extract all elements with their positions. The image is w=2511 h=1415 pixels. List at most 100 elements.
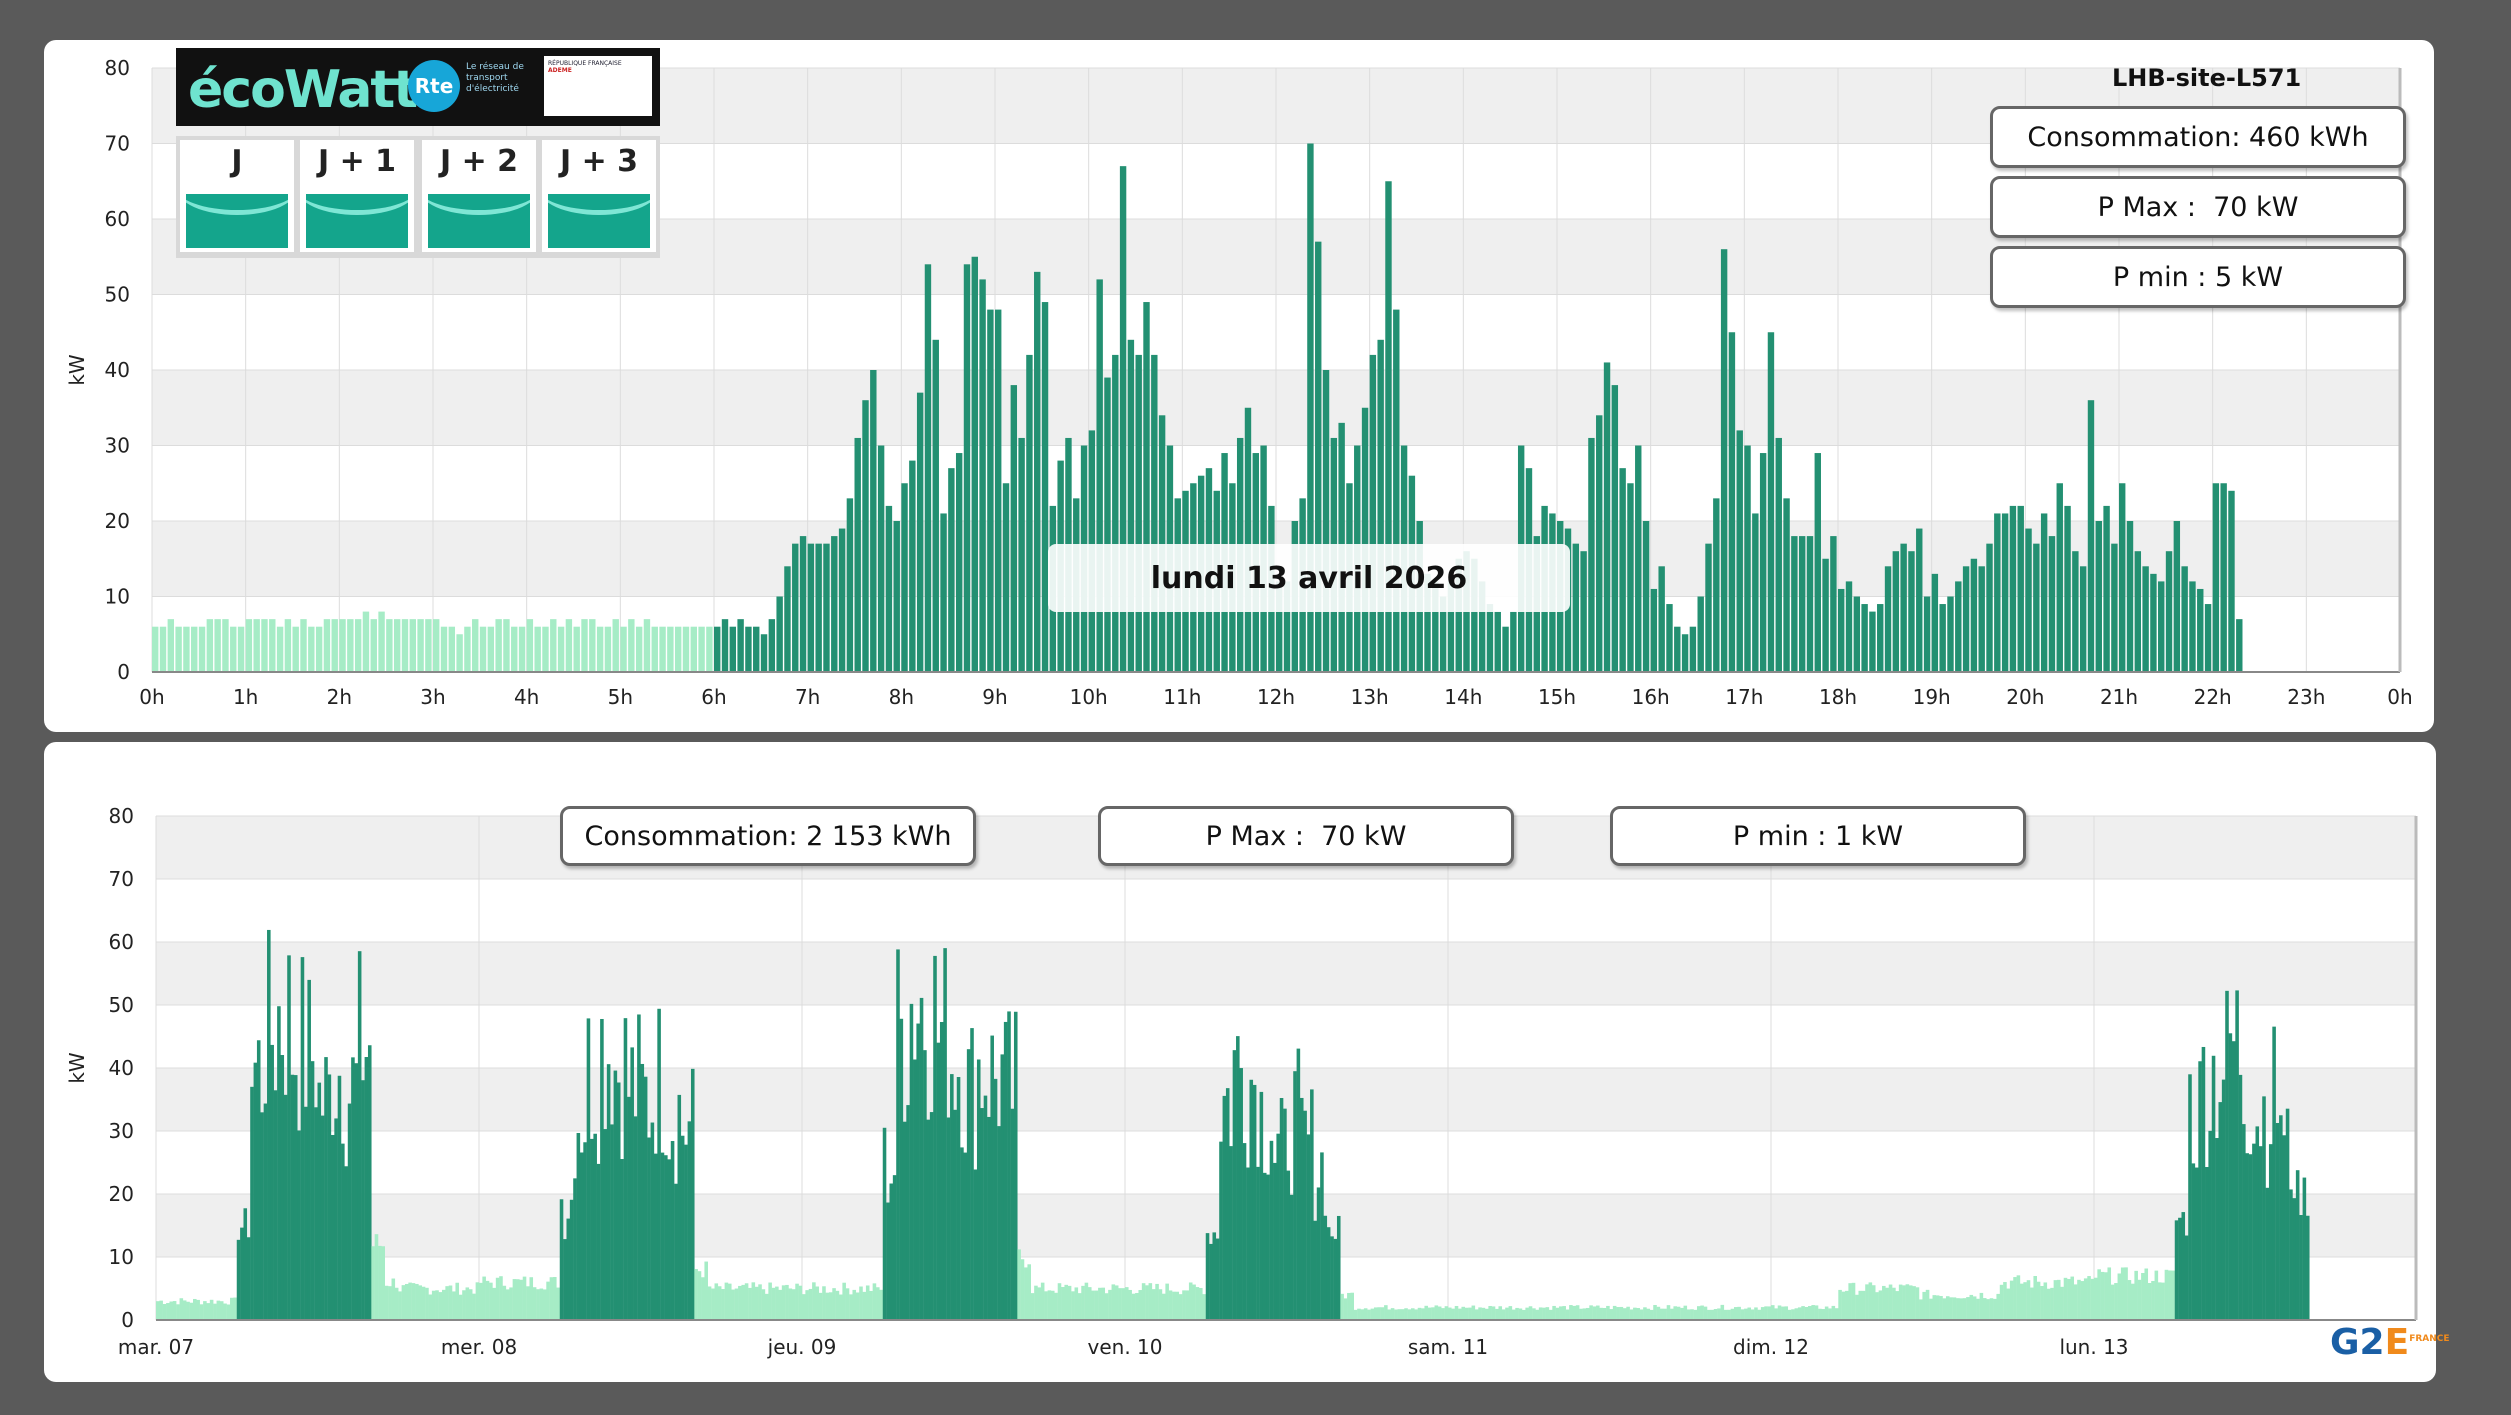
bar: [1336, 1215, 1341, 1320]
bar: [1414, 1309, 1418, 1320]
ecowatt-day-j1[interactable]: J + 1: [300, 140, 414, 252]
bar: [1175, 1291, 1180, 1320]
y-tick-label: 30: [105, 434, 130, 458]
selected-date-label[interactable]: lundi 13 avril 2026: [1048, 544, 1570, 612]
bar: [1989, 1298, 1994, 1320]
bar: [1044, 1291, 1048, 1320]
bar: [751, 1282, 756, 1320]
bar: [1421, 1308, 1425, 1320]
bar: [805, 1290, 809, 1320]
bar: [660, 1152, 665, 1320]
bar: [1289, 1194, 1294, 1320]
bar: [553, 1277, 557, 1320]
bar: [445, 1286, 449, 1320]
bar: [620, 1159, 624, 1320]
ecowatt-day-j2[interactable]: J + 2: [422, 140, 536, 252]
bar: [273, 1090, 278, 1320]
bar: [721, 1289, 725, 1320]
bar: [896, 949, 900, 1320]
x-tick-label: 1h: [233, 685, 258, 709]
bar: [596, 1163, 601, 1320]
bar: [1993, 1298, 1997, 1320]
ecowatt-day-label: J + 3: [559, 144, 639, 179]
bar: [2268, 1144, 2273, 1320]
bar: [2282, 1135, 2286, 1320]
bar: [2272, 1026, 2276, 1320]
bar: [823, 543, 830, 672]
bar: [219, 1301, 224, 1320]
bar: [1199, 1287, 1203, 1320]
bar: [428, 1294, 433, 1320]
bar: [236, 1239, 241, 1320]
bar: [489, 1282, 493, 1320]
bar: [2228, 1033, 2233, 1320]
bar: [2103, 505, 2110, 672]
bar: [1855, 1294, 1859, 1320]
bar: [1838, 1289, 1842, 1320]
bar: [1121, 1288, 1126, 1320]
bar: [1848, 1283, 1852, 1320]
bar: [1838, 588, 1845, 672]
bar: [418, 1285, 423, 1320]
x-tick-label: 12h: [1257, 685, 1295, 709]
bar: [1962, 566, 1970, 672]
bar: [196, 1299, 200, 1320]
ecowatt-widget[interactable]: écoWatt Rte Le réseau de transport d'éle…: [176, 48, 660, 258]
bar: [2043, 1282, 2048, 1320]
bar: [939, 1021, 944, 1320]
y-tick-label: 20: [109, 1182, 134, 1206]
bar: [2064, 505, 2071, 672]
ecowatt-day-j[interactable]: J: [180, 140, 294, 252]
bar: [1884, 566, 1892, 672]
bar: [697, 1271, 702, 1320]
bar: [892, 1175, 897, 1320]
bar: [2017, 505, 2024, 672]
bar: [1639, 1309, 1644, 1320]
bar: [539, 1288, 544, 1320]
bar: [2030, 1287, 2034, 1320]
bar: [2302, 1177, 2307, 1320]
x-tick-label: 9h: [982, 685, 1007, 709]
bar: [511, 626, 518, 672]
bar: [2211, 1055, 2216, 1320]
bar: [1377, 339, 1384, 672]
ecowatt-day-j3[interactable]: J + 3: [542, 140, 656, 252]
republique-francaise-logo: RÉPUBLIQUE FRANÇAISE ADEME: [544, 56, 652, 116]
bar: [2173, 521, 2181, 672]
bar: [1757, 1309, 1762, 1320]
bar: [1877, 604, 1884, 672]
bar: [799, 536, 807, 672]
bar: [657, 1008, 661, 1320]
bar: [1030, 1293, 1035, 1320]
bar: [1071, 1291, 1075, 1320]
bar: [1400, 1309, 1405, 1320]
bar: [176, 1304, 180, 1320]
bar: [1720, 249, 1728, 672]
bar: [557, 626, 565, 672]
bar: [1380, 1307, 1385, 1320]
bar: [2161, 1282, 2165, 1320]
bar: [411, 1283, 416, 1320]
bar: [1764, 1306, 1768, 1320]
bar: [627, 1096, 631, 1320]
bar: [226, 1304, 231, 1320]
bar: [175, 626, 182, 672]
bar: [983, 1095, 988, 1320]
bar: [2124, 1267, 2128, 1320]
bar: [788, 1288, 793, 1320]
bar: [1087, 1287, 1092, 1320]
bar: [2218, 1102, 2223, 1320]
bar: [1502, 626, 1509, 672]
bar: [1037, 1287, 1042, 1320]
bar: [690, 1068, 695, 1320]
bar: [1942, 1298, 1947, 1320]
bar: [2231, 1041, 2236, 1320]
bar: [1205, 1233, 1210, 1320]
bar: [1407, 1309, 1412, 1320]
bar: [2235, 990, 2239, 1320]
bar: [462, 1290, 466, 1320]
bar: [1246, 1167, 1250, 1320]
bar: [401, 1285, 406, 1320]
bar: [1851, 1282, 1856, 1320]
bar: [1794, 1308, 1799, 1320]
